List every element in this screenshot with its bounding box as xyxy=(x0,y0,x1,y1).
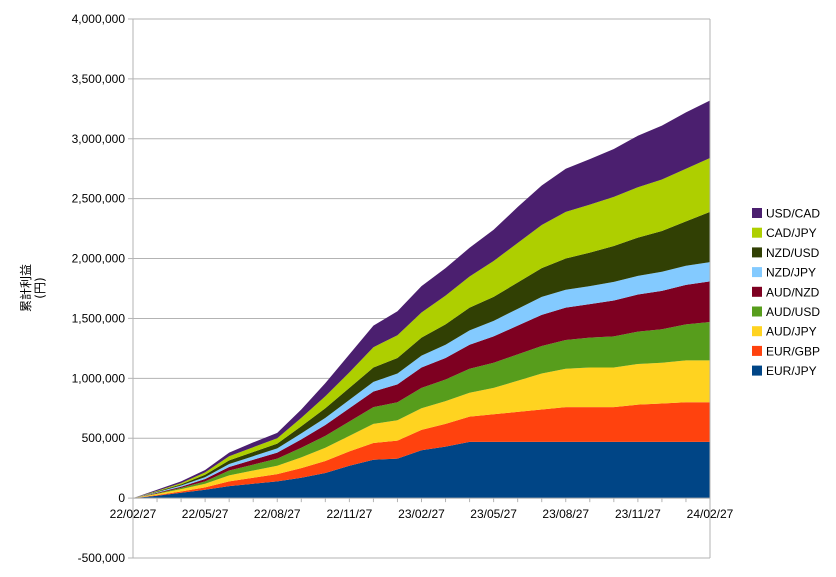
legend-swatch xyxy=(752,286,762,297)
series-area-cad-jpy xyxy=(133,157,710,499)
series-area-aud-jpy xyxy=(133,360,710,499)
legend-label: USD/CAD xyxy=(766,207,820,221)
x-tick-label: 23/02/27 xyxy=(398,507,445,521)
legend-label: AUD/NZD xyxy=(766,285,820,299)
legend: USD/CAD CAD/JPY NZD/USD NZD/JPY AUD/NZD AUD/U… xyxy=(752,207,820,378)
x-axis-ticks: 22/02/27 22/05/27 22/08/27 22/11/27 23/02/27… xyxy=(110,498,734,521)
y-axis-label: 累計利益(円) xyxy=(18,264,47,312)
y-tick-label: -500,000 xyxy=(78,551,126,565)
legend-label: EUR/JPY xyxy=(766,364,817,378)
legend-swatch xyxy=(752,227,762,238)
legend-swatch xyxy=(752,208,762,218)
x-tick-label: 23/08/27 xyxy=(542,507,589,521)
legend-swatch xyxy=(752,247,762,258)
y-tick-label: 0 xyxy=(118,491,125,505)
y-tick-label: 3,000,000 xyxy=(72,132,126,146)
y-tick-label: 500,000 xyxy=(82,431,126,445)
y-tick-label: 2,500,000 xyxy=(72,192,126,206)
y-tick-label: 1,500,000 xyxy=(72,311,126,325)
x-tick-label: 23/05/27 xyxy=(470,507,517,521)
legend-swatch xyxy=(752,306,762,317)
x-tick-label: 22/11/27 xyxy=(326,507,372,521)
legend-label: CAD/JPY xyxy=(766,226,817,240)
y-axis-ticks: -500,000 0 500,000 1,000,000 1,500,000 2,000,… xyxy=(72,12,133,565)
y-tick-label: 2,000,000 xyxy=(72,252,126,266)
legend-swatch xyxy=(752,267,762,278)
series-area-usd-cad xyxy=(133,100,710,499)
x-tick-label: 22/02/27 xyxy=(110,507,157,521)
legend-label: AUD/USD xyxy=(766,305,820,319)
legend-swatch xyxy=(752,365,762,376)
series-area-aud-usd xyxy=(133,322,710,499)
legend-label: NZD/JPY xyxy=(766,266,816,280)
series-area-nzd-jpy xyxy=(133,262,710,499)
legend-label: NZD/USD xyxy=(766,246,820,260)
y-tick-label: 3,500,000 xyxy=(72,72,126,86)
series-area-aud-nzd xyxy=(133,281,710,499)
y-tick-label: 1,000,000 xyxy=(72,371,126,385)
stacked-areas xyxy=(133,100,710,499)
x-tick-label: 22/08/27 xyxy=(254,507,301,521)
legend-swatch xyxy=(752,345,762,356)
legend-swatch xyxy=(752,326,762,337)
x-tick-label: 24/02/27 xyxy=(687,507,734,521)
y-axis-label-line: (円) xyxy=(33,277,47,298)
legend-label: AUD/JPY xyxy=(766,325,817,339)
x-tick-label: 23/11/27 xyxy=(615,507,661,521)
y-tick-label: 4,000,000 xyxy=(72,12,126,26)
series-area-eur-jpy xyxy=(133,441,710,499)
x-tick-label: 22/05/27 xyxy=(182,507,229,521)
legend-label: EUR/GBP xyxy=(766,344,820,358)
series-area-nzd-usd xyxy=(133,211,710,499)
y-axis-label-line: 累計利益 xyxy=(18,264,33,312)
